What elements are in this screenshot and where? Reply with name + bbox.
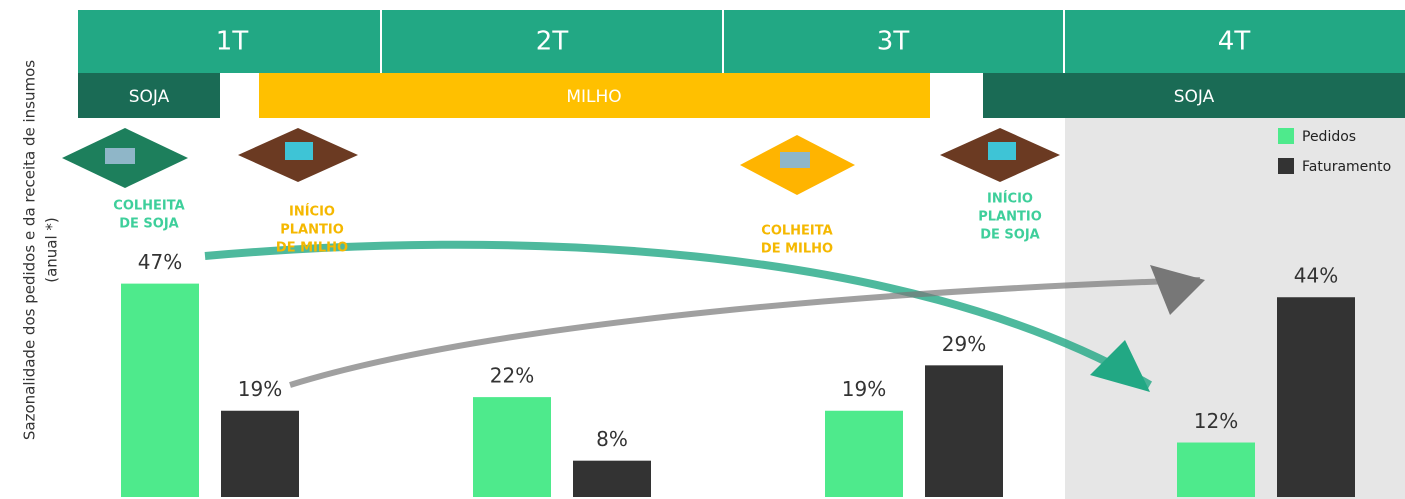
y-axis-label: (anual *)	[43, 217, 61, 283]
bar	[573, 460, 651, 497]
arrow-head	[1150, 265, 1205, 315]
legend-swatch	[1278, 128, 1294, 144]
annotation: COLHEITA	[113, 199, 184, 214]
value-label: 47%	[138, 250, 182, 274]
y-axis-label: Sazonalidade dos pedidos e da receita de…	[21, 60, 39, 440]
legend-label: Pedidos	[1302, 129, 1356, 145]
arrow	[204, 240, 1153, 389]
bar	[473, 397, 551, 497]
crop-label: MILHO	[566, 87, 621, 107]
quarter-label: 1T	[216, 27, 249, 57]
bar	[1277, 297, 1355, 497]
quarter-label: 3T	[877, 27, 910, 57]
quarter-label: 4T	[1218, 27, 1251, 57]
crop-band	[983, 73, 1405, 118]
icon	[238, 128, 358, 182]
annotation: PLANTIO	[280, 223, 344, 238]
arrow	[289, 277, 1201, 388]
value-label: 19%	[842, 377, 886, 401]
header-band	[78, 10, 1405, 73]
bar	[925, 365, 1003, 497]
bar	[825, 410, 903, 497]
arrow-head	[1090, 340, 1150, 392]
value-label: 29%	[942, 332, 986, 356]
bar	[121, 283, 199, 497]
annotation: INÍCIO	[987, 191, 1033, 207]
value-label: 22%	[490, 364, 534, 388]
value-label: 12%	[1194, 409, 1238, 433]
annotation: DE SOJA	[119, 217, 179, 232]
annotation: PLANTIO	[978, 210, 1042, 225]
annotation: COLHEITA	[761, 224, 832, 239]
icon	[940, 128, 1060, 182]
bar	[1177, 442, 1255, 497]
crop-band	[259, 73, 930, 118]
quarter-label: 2T	[536, 27, 569, 57]
annotation: DE MILHO	[761, 242, 833, 257]
annotation: DE MILHO	[276, 241, 348, 256]
annotation: INÍCIO	[289, 204, 335, 220]
value-label: 44%	[1294, 264, 1338, 288]
icon	[740, 135, 855, 195]
legend-label: Faturamento	[1302, 159, 1391, 175]
annotation: DE SOJA	[980, 228, 1040, 243]
legend-swatch	[1278, 158, 1294, 174]
icon	[62, 128, 188, 188]
crop-label: SOJA	[1174, 87, 1215, 107]
crop-band	[78, 73, 220, 118]
crop-label: SOJA	[129, 87, 170, 107]
bar	[221, 410, 299, 497]
value-label: 8%	[596, 427, 628, 451]
value-label: 19%	[238, 377, 282, 401]
